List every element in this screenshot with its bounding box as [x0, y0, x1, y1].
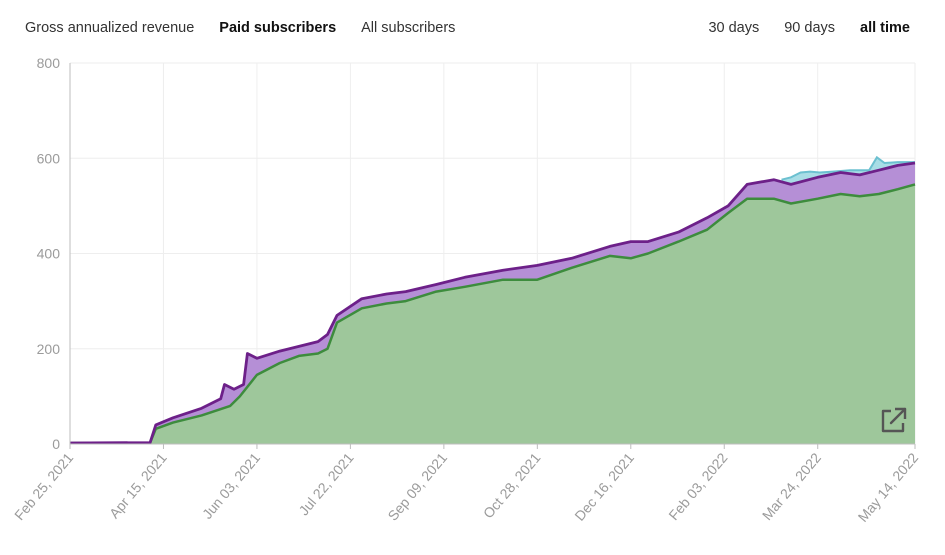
x-tick-label: Feb 25, 2021 [11, 449, 76, 523]
x-tick-label: Oct 28, 2021 [480, 449, 544, 521]
x-tick-label: Sep 09, 2021 [384, 449, 450, 523]
external-link-icon[interactable] [877, 405, 909, 437]
series-green-line [69, 183, 916, 445]
x-tick-label: Jun 03, 2021 [199, 449, 263, 521]
x-tick-label: Feb 03, 2022 [665, 449, 730, 523]
tab-gross-annualized-revenue[interactable]: Gross annualized revenue [25, 20, 195, 36]
y-tick-label: 400 [37, 246, 61, 262]
x-tick-label: Jul 22, 2021 [295, 449, 356, 518]
x-tick-label: Mar 24, 2022 [759, 449, 824, 523]
range-tabs: 30 days 90 days all time [708, 18, 910, 38]
y-tick-label: 200 [37, 341, 61, 357]
series-green-area [70, 184, 915, 444]
x-tick-label: Apr 15, 2021 [106, 449, 170, 521]
x-tick-label: Dec 16, 2021 [571, 449, 637, 523]
x-tick-label: May 14, 2022 [855, 449, 922, 524]
y-tick-label: 800 [37, 55, 61, 71]
series-cyan-line [781, 155, 915, 181]
y-tick-label: 0 [52, 436, 60, 452]
tab-30-days[interactable]: 30 days [708, 20, 760, 36]
tab-all-subscribers[interactable]: All subscribers [361, 20, 456, 36]
series-purple-line [69, 161, 916, 445]
tab-all-time[interactable]: all time [860, 20, 910, 36]
tab-90-days[interactable]: 90 days [784, 20, 836, 36]
y-tick-label: 600 [37, 150, 61, 166]
metric-tabs: Gross annualized revenue Paid subscriber… [25, 18, 455, 38]
tab-paid-subscribers[interactable]: Paid subscribers [219, 20, 337, 36]
